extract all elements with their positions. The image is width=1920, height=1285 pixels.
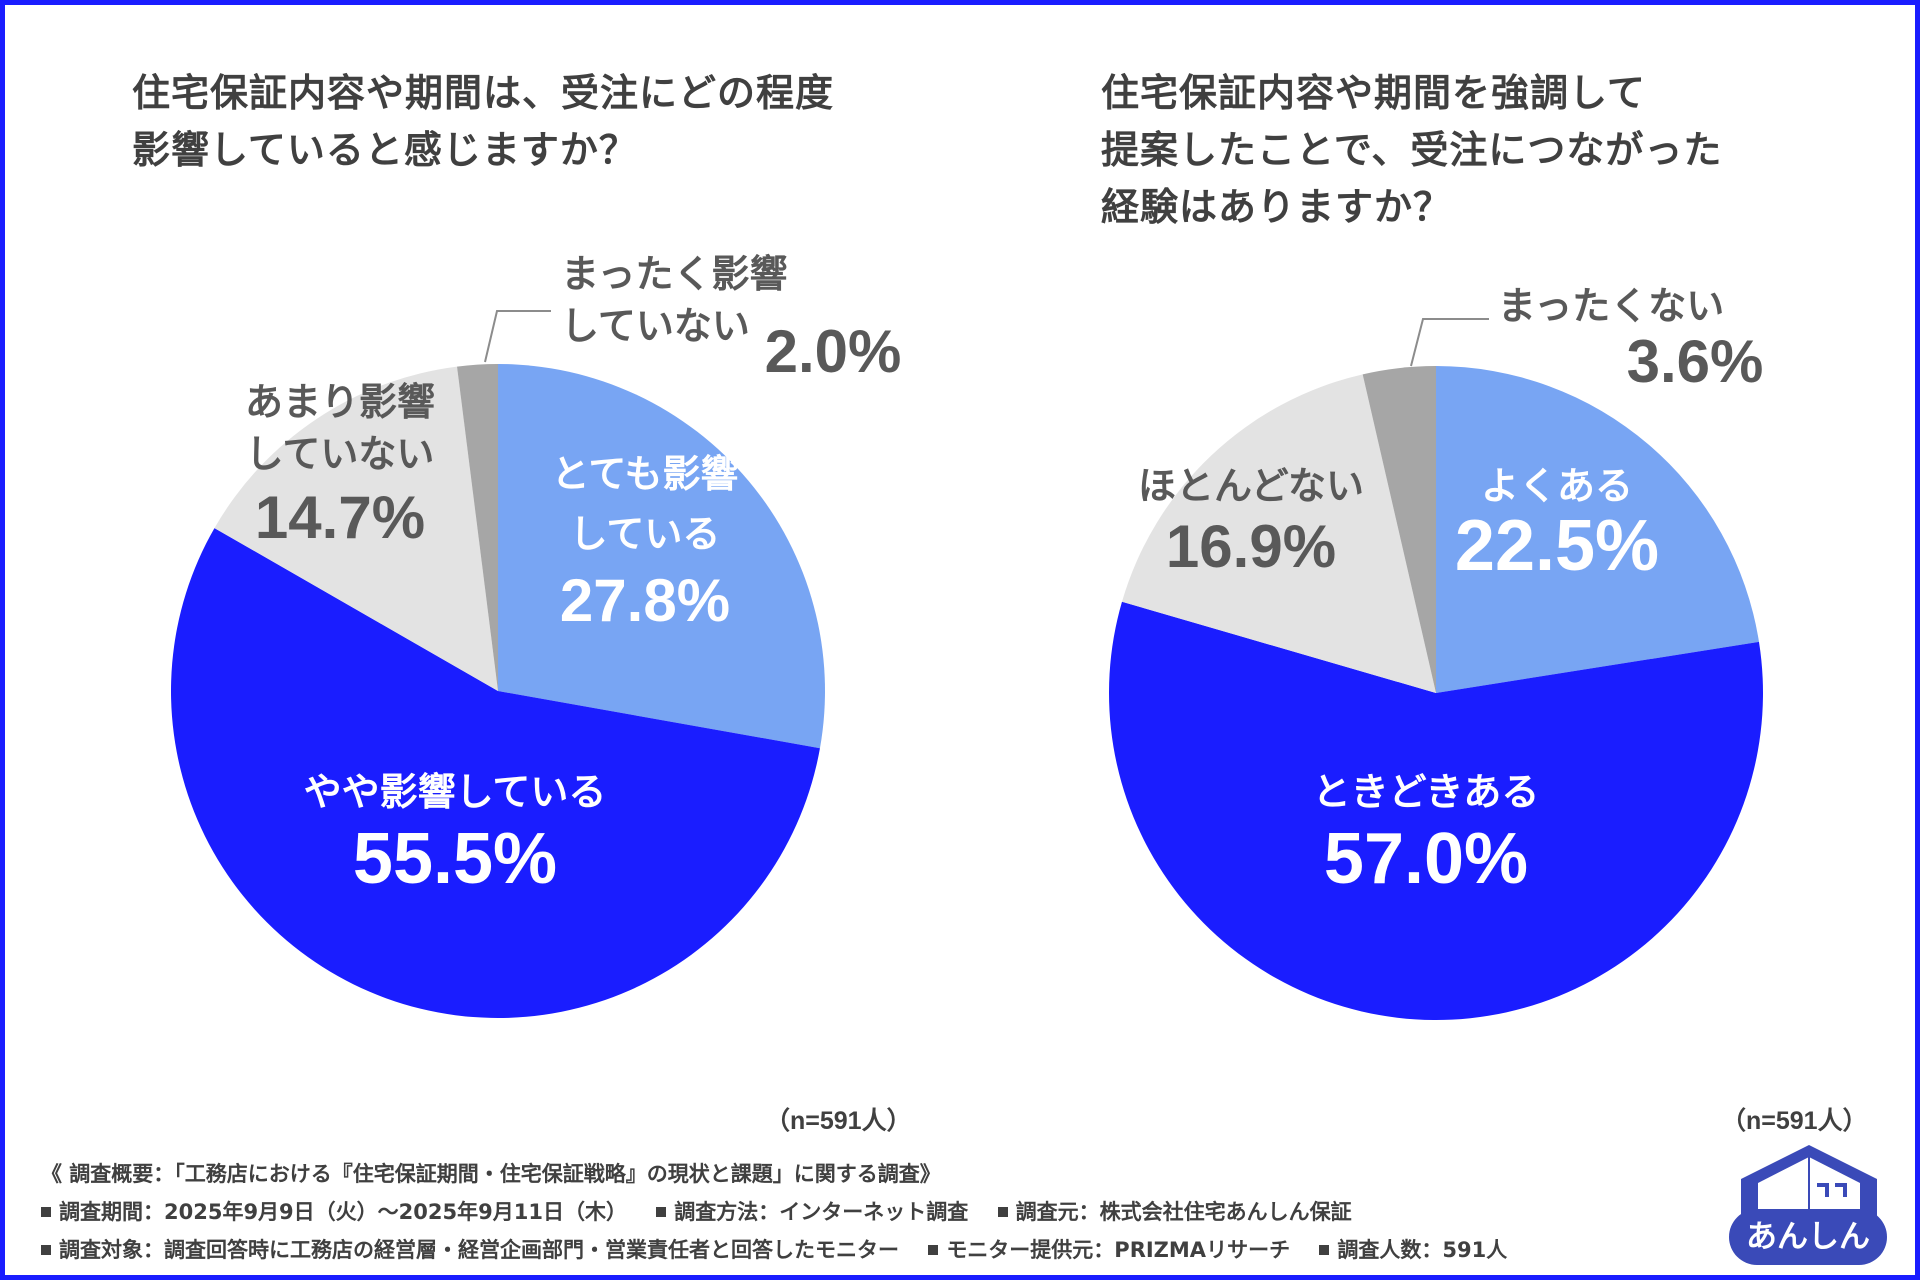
pie-slice-0-2	[214, 366, 498, 691]
monitor-provider: モニター提供元：PRIZMAリサーチ	[928, 1238, 1290, 1262]
anshin-logo: あんしん	[1729, 1145, 1887, 1265]
bullet-square-icon	[41, 1207, 51, 1217]
pie-slice-0-0	[498, 364, 825, 749]
slice-value-0-0: 27.8%	[560, 567, 730, 634]
bullet-square-icon	[997, 1207, 1008, 1217]
survey-overview-row-2: 調査対象：調査回答時に工務店の経営層・経営企画部門・営業責任者と回答したモニター…	[41, 1231, 1529, 1269]
chart-title-right: 住宅保証内容や期間を強調して 提案したことで、受注につながった 経験はありますか…	[1101, 65, 1722, 236]
slice-label-0-3-1: していない	[561, 304, 750, 348]
survey-method: 調査方法：インターネット調査	[656, 1200, 968, 1224]
chart-title-right-line-1: 住宅保証内容や期間を強調して	[1101, 71, 1646, 115]
chart-title-right-line-3: 経験はありますか？	[1101, 185, 1453, 229]
slice-value-0-3: 2.0%	[765, 318, 902, 385]
slice-label-1-1-0: ときどきある	[1313, 770, 1540, 814]
sample-size-left: （n=591人）	[765, 1107, 912, 1135]
bullet-square-icon	[928, 1245, 939, 1255]
slice-label-1-3-0: まったくない	[1498, 284, 1724, 328]
slice-value-1-3: 3.6%	[1627, 328, 1764, 395]
slice-value-1-1: 57.0%	[1324, 819, 1528, 899]
survey-overview-row-1: 調査期間：2025年9月9日（火）～2025年9月11日（木） 調査方法：インタ…	[41, 1193, 1529, 1231]
bullet-square-icon	[656, 1207, 667, 1217]
slice-label-0-1-0: やや影響している	[304, 770, 607, 814]
sample-size-right: （n=591人）	[1721, 1107, 1868, 1135]
survey-overview-heading: 《 調査概要：「工務店における『住宅保証期間・住宅保証戦略』の現状と課題」に関す…	[41, 1162, 941, 1186]
slice-value-0-1: 55.5%	[353, 819, 557, 899]
slice-label-0-0-0: とても影響	[552, 452, 739, 496]
slice-label-0-3-0: まったく影響	[561, 252, 787, 296]
logo-text: あんしん	[1746, 1219, 1870, 1255]
slice-value-1-0: 22.5%	[1455, 506, 1659, 586]
chart-title-left: 住宅保証内容や期間は、受注にどの程度 影響していると感じますか？	[132, 65, 834, 179]
chart-title-left-line-2: 影響していると感じますか？	[132, 128, 638, 172]
survey-period: 調査期間：2025年9月9日（火）～2025年9月11日（木）	[41, 1200, 627, 1224]
survey-target: 調査対象：調査回答時に工務店の経営層・経営企画部門・営業責任者と回答したモニター	[41, 1238, 899, 1262]
survey-source: 調査元：株式会社住宅あんしん保証	[997, 1200, 1352, 1224]
leader-line-1-3	[1410, 318, 1489, 367]
logo-badge	[1729, 1209, 1887, 1265]
slice-label-1-0-0: よくある	[1481, 464, 1633, 508]
survey-count: 調査人数：591人	[1319, 1238, 1507, 1262]
slice-label-1-2-0: ほとんどない	[1138, 464, 1364, 508]
slice-label-0-2-1: していない	[246, 432, 435, 476]
pie-slice-1-3	[1362, 366, 1436, 693]
chart-title-left-line-1: 住宅保証内容や期間は、受注にどの程度	[132, 71, 835, 115]
slice-value-1-2: 16.9%	[1166, 513, 1336, 580]
leader-line-0-3	[484, 310, 551, 363]
pie-slice-0-3	[457, 364, 498, 691]
survey-overview: 《 調査概要：「工務店における『住宅保証期間・住宅保証戦略』の現状と課題」に関す…	[41, 1155, 1529, 1269]
slice-label-0-2-0: あまり影響	[245, 380, 435, 424]
slice-value-0-2: 14.7%	[255, 484, 425, 551]
pie-slice-1-2	[1121, 374, 1436, 693]
house-logo-icon	[1741, 1145, 1877, 1217]
pie-slice-0-1	[171, 528, 820, 1018]
slice-label-0-0-1: している	[570, 512, 721, 556]
bullet-square-icon	[1319, 1245, 1330, 1255]
bullet-square-icon	[41, 1245, 51, 1255]
chart-title-right-line-2: 提案したことで、受注につながった	[1101, 128, 1723, 172]
pie-slice-1-0	[1436, 366, 1759, 693]
pie-chart-left: とても影響している27.8%やや影響している55.5%あまり影響していない14.…	[171, 252, 902, 1018]
pie-slice-1-1	[1109, 601, 1763, 1021]
